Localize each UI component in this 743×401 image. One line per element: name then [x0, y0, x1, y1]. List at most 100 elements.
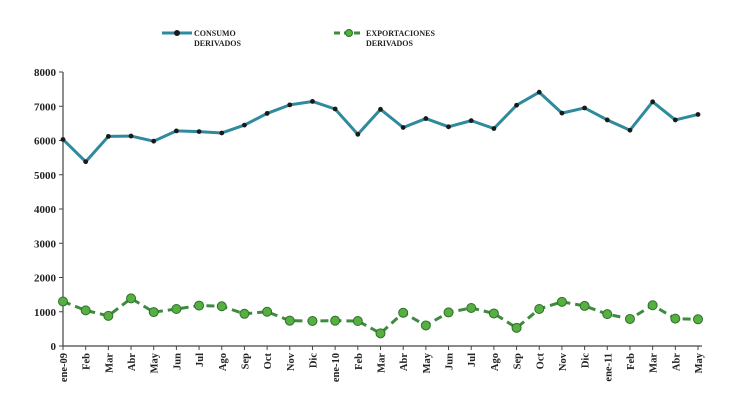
data-point-0-8: [242, 122, 247, 128]
x-tick-label: Abr: [127, 353, 138, 371]
x-tick-label: ene-10: [331, 353, 342, 382]
data-point-0-2: [105, 133, 111, 139]
data-point-1-12: [330, 315, 341, 326]
data-point-1-9: [262, 306, 273, 317]
data-point-1-6: [194, 300, 205, 311]
data-point-1-21: [534, 304, 545, 315]
data-point-1-1: [80, 305, 91, 316]
data-point-0-14: [378, 106, 383, 112]
y-tick-label: 2000: [34, 273, 57, 285]
data-point-1-26: [647, 300, 658, 311]
x-tick-label: Abr: [399, 353, 410, 371]
series-line-1: [62, 296, 699, 335]
y-tick-label: 4000: [34, 204, 57, 216]
data-point-0-0: [60, 137, 66, 142]
y-tick-label: 5000: [34, 170, 57, 182]
data-point-1-17: [443, 307, 454, 318]
y-tick-label: 8000: [34, 67, 57, 79]
data-point-0-12: [332, 106, 338, 112]
x-tick-label: May: [150, 352, 161, 373]
data-point-0-26: [650, 99, 656, 105]
legend-marker-consumo: [174, 30, 180, 36]
data-point-1-28: [693, 314, 703, 325]
axes: [62, 72, 702, 347]
y-tick-label: 3000: [34, 238, 57, 250]
x-tick-label: Feb: [82, 353, 93, 370]
series-layer: [58, 89, 703, 339]
data-point-0-15: [400, 125, 406, 130]
data-point-0-21: [536, 89, 542, 95]
x-tick-label: May: [694, 352, 705, 373]
data-point-1-22: [556, 296, 567, 307]
x-axis-ticks: ene-09 Feb Mar Abr May Jun Jul Ago Sep Oct Nov Dic e…: [59, 346, 705, 382]
y-tick-label: 7000: [34, 101, 57, 113]
series-line-0: [61, 90, 699, 164]
x-tick-label: Mar: [104, 353, 115, 373]
data-point-1-18: [466, 302, 477, 313]
data-point-0-18: [468, 118, 474, 124]
x-tick-label: Feb: [354, 353, 365, 370]
y-axis-ticks: 0 1000 2000 3000 4000 5000 6000 7000 8000: [34, 67, 63, 353]
x-tick-label: Jun: [445, 353, 456, 370]
data-point-0-19: [491, 126, 497, 131]
x-tick-label: ene-11: [603, 353, 614, 382]
legend-marker-exportaciones: [345, 29, 353, 37]
data-point-0-6: [196, 129, 202, 134]
x-tick-label: Nov: [558, 352, 569, 371]
y-tick-label: 1000: [34, 307, 57, 319]
data-point-0-27: [672, 117, 678, 123]
x-tick-label: Nov: [286, 352, 297, 371]
x-tick-label: Mar: [649, 353, 660, 373]
data-point-0-13: [355, 131, 361, 137]
legend-label-consumo-line2: DERIVADOS: [194, 39, 242, 48]
data-point-0-1: [83, 159, 89, 165]
data-point-1-7: [216, 301, 227, 312]
data-point-0-11: [310, 99, 315, 104]
data-point-1-25: [624, 313, 635, 324]
x-tick-label: May: [422, 352, 433, 373]
x-tick-label: Abr: [671, 353, 682, 371]
x-tick-label: Oct: [535, 353, 546, 370]
data-point-0-9: [264, 111, 270, 116]
data-point-0-22: [559, 110, 565, 116]
data-point-1-4: [148, 307, 159, 318]
y-tick-label: 0: [51, 341, 57, 353]
x-tick-label: Sep: [240, 353, 251, 370]
data-point-0-5: [173, 128, 179, 134]
data-point-1-24: [602, 309, 613, 320]
data-point-0-16: [423, 116, 429, 121]
x-tick-label: Dic: [308, 353, 319, 369]
data-point-0-25: [627, 127, 633, 133]
data-point-0-20: [514, 102, 519, 108]
data-point-1-0: [58, 296, 68, 307]
x-tick-label: Oct: [263, 353, 274, 370]
data-point-0-3: [128, 133, 134, 139]
data-point-1-15: [398, 307, 409, 318]
data-point-1-3: [126, 293, 137, 304]
data-point-1-16: [420, 320, 431, 331]
data-point-1-13: [352, 315, 363, 326]
x-tick-label: Jul: [467, 353, 478, 367]
x-tick-label: Dic: [581, 353, 592, 369]
y-tick-label: 6000: [34, 136, 57, 148]
x-tick-label: Jul: [195, 353, 206, 367]
x-tick-label: Ago: [218, 353, 229, 371]
data-point-1-10: [284, 315, 295, 326]
legend: CONSUMO DERIVADOS EXPORTACIONES DERIVADO…: [162, 29, 435, 48]
data-point-0-23: [582, 105, 588, 111]
legend-label-exportaciones-line2: DERIVADOS: [366, 39, 414, 48]
data-point-1-5: [171, 304, 182, 315]
data-point-1-8: [239, 308, 250, 319]
data-point-1-2: [103, 310, 114, 321]
data-point-0-24: [604, 117, 610, 123]
legend-label-exportaciones-line1: EXPORTACIONES: [366, 29, 435, 38]
data-point-1-23: [579, 300, 590, 311]
x-tick-label: Sep: [513, 353, 524, 370]
x-tick-label: Feb: [626, 353, 637, 370]
data-point-1-14: [375, 328, 386, 339]
data-point-1-27: [670, 313, 681, 324]
data-point-0-17: [446, 124, 451, 130]
data-point-0-7: [219, 130, 225, 136]
x-tick-label: ene-09: [59, 353, 70, 382]
